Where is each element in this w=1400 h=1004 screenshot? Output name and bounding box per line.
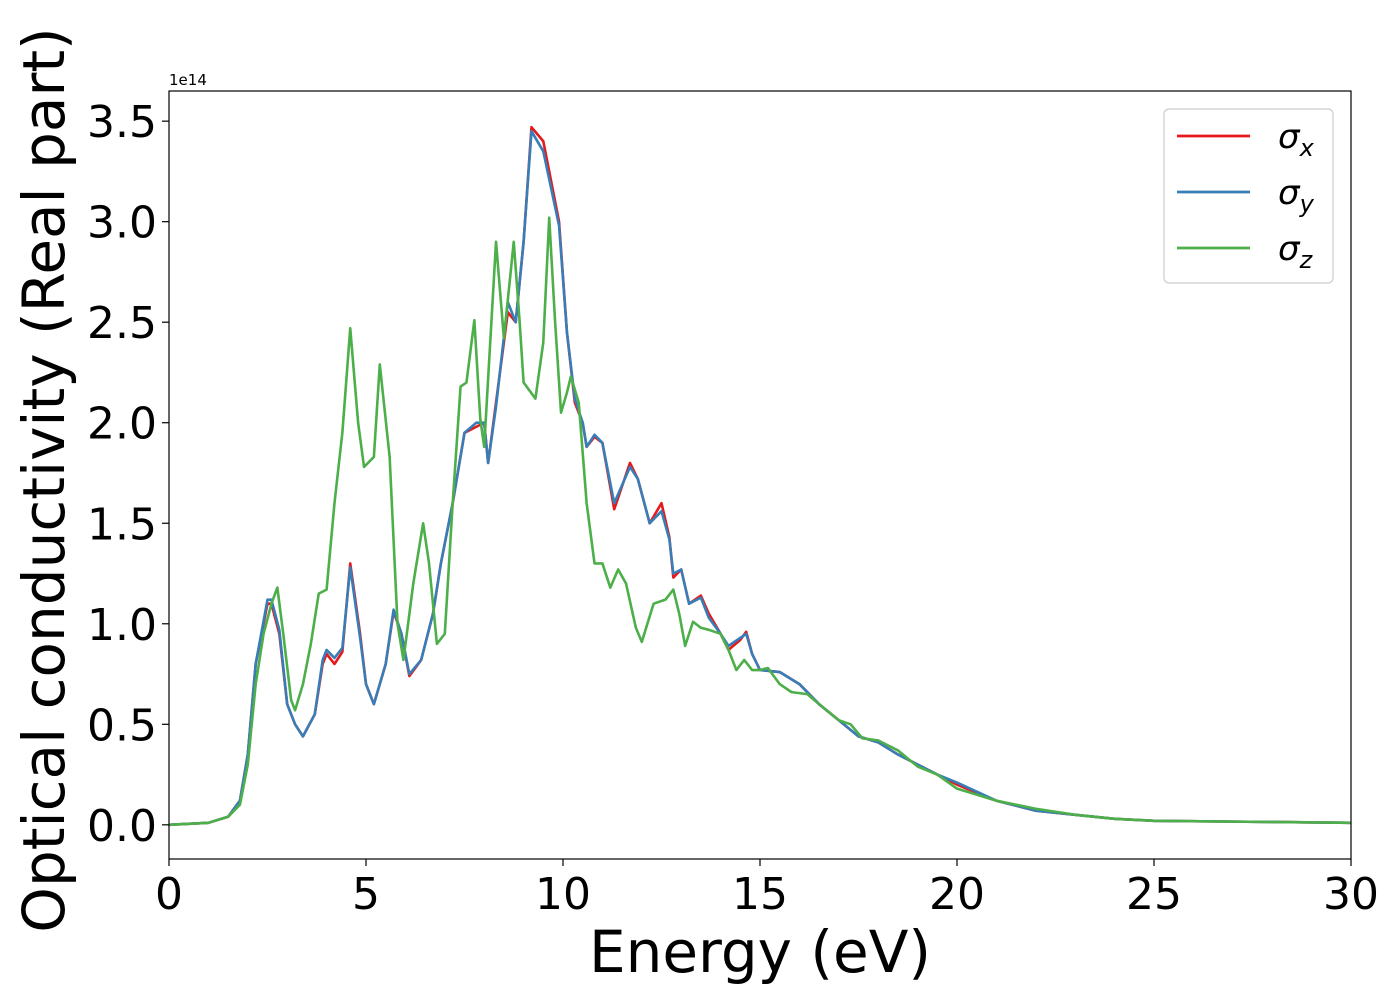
x-tick-label: 0 xyxy=(155,869,183,920)
axes: 0 5 10 15 20 25 30 0.0 0.5 1.0 1.5 2.0 2.5 3.0 3.5 xyxy=(87,90,1379,920)
y-tick-label: 2.0 xyxy=(87,399,157,450)
series-line-z xyxy=(169,216,1351,827)
y-tick-label: 3.0 xyxy=(87,198,157,249)
y-tick-label: 0.5 xyxy=(87,700,157,751)
plot-area xyxy=(169,125,1351,827)
x-tick-label: 15 xyxy=(732,869,788,920)
legend-label-z: σz xyxy=(1278,229,1314,274)
y-axis-offset-label: 1e14 xyxy=(169,71,207,89)
legend-label-x: σx xyxy=(1278,117,1315,162)
legend-box xyxy=(1163,108,1334,284)
y-tick-label: 3.5 xyxy=(87,97,157,148)
x-axis-label: Energy (eV) xyxy=(589,918,931,986)
x-tick-label: 5 xyxy=(352,869,380,920)
legend-label-y: σy xyxy=(1278,173,1315,218)
legend: σx σy σz xyxy=(1163,108,1334,284)
x-tick-label: 20 xyxy=(929,869,985,920)
y-tick-label: 1.5 xyxy=(87,499,157,550)
y-tick-label: 2.5 xyxy=(87,298,157,349)
y-tick-label: 0.0 xyxy=(87,801,157,852)
y-tick-label: 1.0 xyxy=(87,600,157,651)
x-tick-label: 10 xyxy=(535,869,591,920)
x-tick-label: 30 xyxy=(1323,869,1379,920)
x-tick-label: 25 xyxy=(1126,869,1182,920)
y-axis-label: Optical conductivity (Real part) xyxy=(10,27,78,932)
